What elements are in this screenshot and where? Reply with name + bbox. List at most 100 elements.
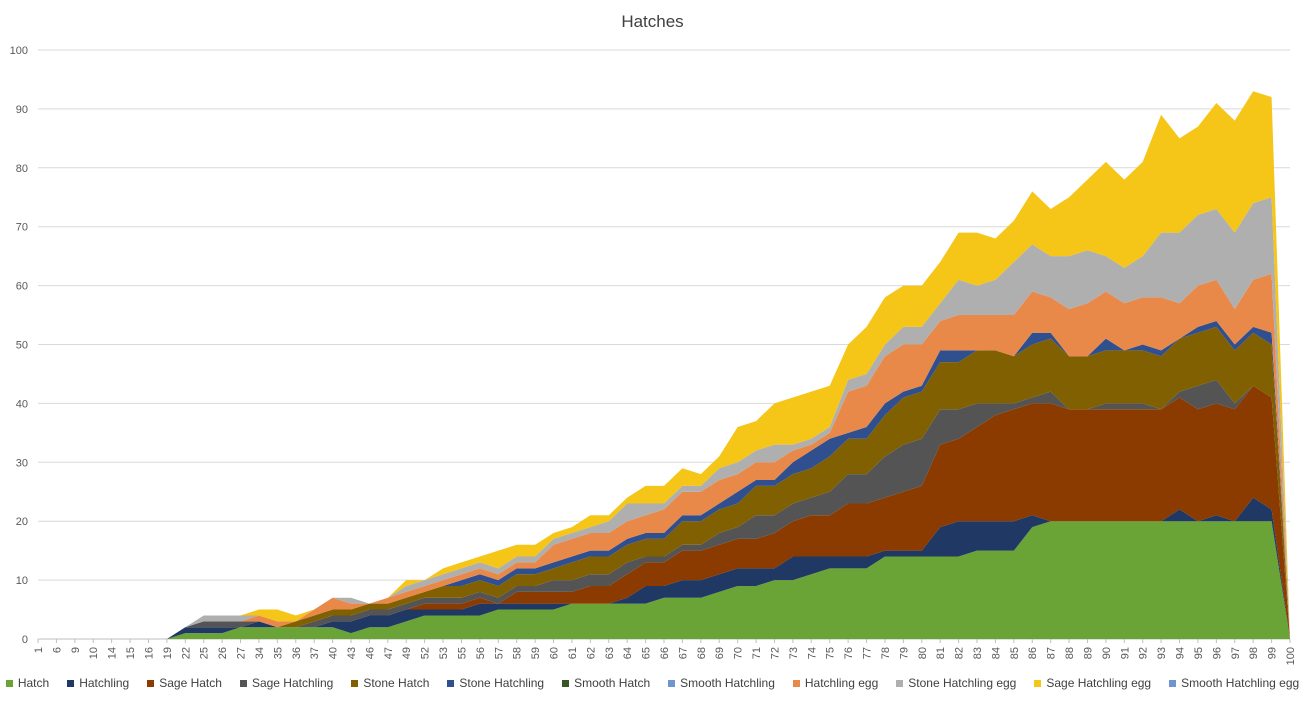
x-tick-label: 61	[567, 647, 579, 659]
x-tick-label: 74	[806, 647, 818, 659]
legend-item: Sage Hatchling egg	[1034, 676, 1151, 690]
x-tick-label: 88	[1064, 647, 1076, 659]
x-tick-label: 43	[346, 647, 358, 659]
x-tick-label: 14	[107, 647, 119, 659]
legend-item: Sage Hatchling	[239, 676, 333, 690]
x-tick-label: 46	[364, 647, 376, 659]
y-tick-label: 30	[16, 457, 28, 469]
legend-swatch	[67, 679, 75, 687]
stacked-areas	[38, 91, 1290, 640]
x-tick-label: 99	[1267, 647, 1279, 659]
x-tick-label: 93	[1156, 647, 1168, 659]
x-tick-label: 56	[475, 647, 487, 659]
legend-swatch	[239, 679, 247, 687]
x-tick-label: 91	[1119, 647, 1131, 659]
x-tick-label: 81	[935, 647, 947, 659]
y-tick-label: 20	[16, 516, 28, 528]
x-tick-label: 1	[33, 647, 45, 653]
x-tick-label: 60	[549, 647, 561, 659]
x-tick-label: 57	[493, 647, 505, 659]
legend-item: Smooth Hatchling egg	[1169, 676, 1299, 690]
legend-item: Hatch	[5, 676, 50, 690]
legend-swatch	[668, 679, 676, 687]
legend-item: Hatchling egg	[792, 676, 879, 690]
x-tick-label: 66	[659, 647, 671, 659]
x-tick-label: 69	[714, 647, 726, 659]
legend-item: Smooth Hatch	[562, 676, 650, 690]
x-tick-label: 86	[1027, 647, 1039, 659]
x-tick-label: 64	[622, 647, 634, 659]
legend-swatch	[896, 679, 904, 687]
x-tick-label: 75	[825, 647, 837, 659]
x-tick-label: 100	[1285, 647, 1297, 665]
x-tick-label: 65	[641, 647, 653, 659]
area-series-hatchling-egg	[38, 273, 1290, 639]
x-tick-label: 6	[51, 647, 63, 653]
area-series-sage-hatchling-egg	[38, 91, 1290, 640]
x-tick-label: 34	[254, 647, 266, 659]
x-tick-label: 85	[1009, 647, 1021, 659]
legend-swatch	[792, 679, 800, 687]
x-tick-label: 25	[199, 647, 211, 659]
legend: Hatch Hatchling Sage Hatch Sage Hatchling St…	[0, 676, 1305, 690]
y-tick-label: 10	[16, 575, 28, 587]
y-tick-label: 90	[16, 104, 28, 116]
legend-label: Stone Hatchling egg	[908, 676, 1017, 690]
y-tick-label: 40	[16, 398, 28, 410]
x-tick-label: 80	[917, 647, 929, 659]
y-tick-label: 50	[16, 340, 28, 352]
x-tick-label: 89	[1082, 647, 1094, 659]
x-tick-label: 47	[383, 647, 395, 659]
legend-label: Hatchling egg	[804, 676, 879, 690]
legend-label: Smooth Hatchling egg	[1181, 676, 1300, 690]
x-tick-label: 67	[677, 647, 689, 659]
legend-item: Hatchling	[67, 676, 129, 690]
area-series-sage-hatch	[38, 385, 1290, 639]
x-tick-label: 79	[898, 647, 910, 659]
area-series-stone-hatch	[38, 326, 1290, 639]
x-tick-label: 84	[990, 647, 1002, 659]
legend-label: Sage Hatchling egg	[1046, 676, 1152, 690]
legend-label: Smooth Hatchling	[680, 676, 775, 690]
x-tick-label: 36	[291, 647, 303, 659]
x-tick-label: 97	[1230, 647, 1242, 659]
x-tick-label: 63	[604, 647, 616, 659]
x-tick-label: 76	[843, 647, 855, 659]
x-tick-label: 95	[1193, 647, 1205, 659]
x-tick-label: 37	[309, 647, 321, 659]
y-tick-label: 60	[16, 281, 28, 293]
legend-label: Hatchling	[79, 676, 130, 690]
y-tick-label: 70	[16, 222, 28, 234]
x-tick-label: 77	[862, 647, 874, 659]
x-tick-label: 9	[70, 647, 82, 653]
x-tick-label: 16	[143, 647, 155, 659]
x-tick-label: 71	[751, 647, 763, 659]
legend-swatch	[1034, 679, 1042, 687]
x-tick-label: 62	[585, 647, 597, 659]
legend-swatch	[562, 679, 570, 687]
legend-label: Stone Hatchling	[459, 676, 545, 690]
legend-label: Stone Hatch	[363, 676, 430, 690]
legend-label: Hatch	[17, 676, 50, 690]
legend-swatch	[1169, 679, 1177, 687]
x-tick-label: 96	[1211, 647, 1223, 659]
x-tick-label: 26	[217, 647, 229, 659]
y-tick-label: 100	[10, 45, 28, 57]
x-tick-label: 92	[1138, 647, 1150, 659]
x-tick-label: 58	[512, 647, 524, 659]
x-tick-label: 70	[733, 647, 745, 659]
legend-item: Stone Hatchling	[447, 676, 544, 690]
x-tick-label: 49	[401, 647, 413, 659]
x-tick-label: 19	[162, 647, 174, 659]
x-tick-label: 40	[328, 647, 340, 659]
x-tick-label: 52	[420, 647, 432, 659]
legend-swatch	[5, 679, 13, 687]
legend-item: Stone Hatchling egg	[896, 676, 1016, 690]
legend-item: Sage Hatch	[147, 676, 222, 690]
y-tick-label: 0	[22, 634, 28, 646]
x-tick-label: 82	[954, 647, 966, 659]
legend-label: Sage Hatch	[159, 676, 222, 690]
x-tick-label: 59	[530, 647, 542, 659]
